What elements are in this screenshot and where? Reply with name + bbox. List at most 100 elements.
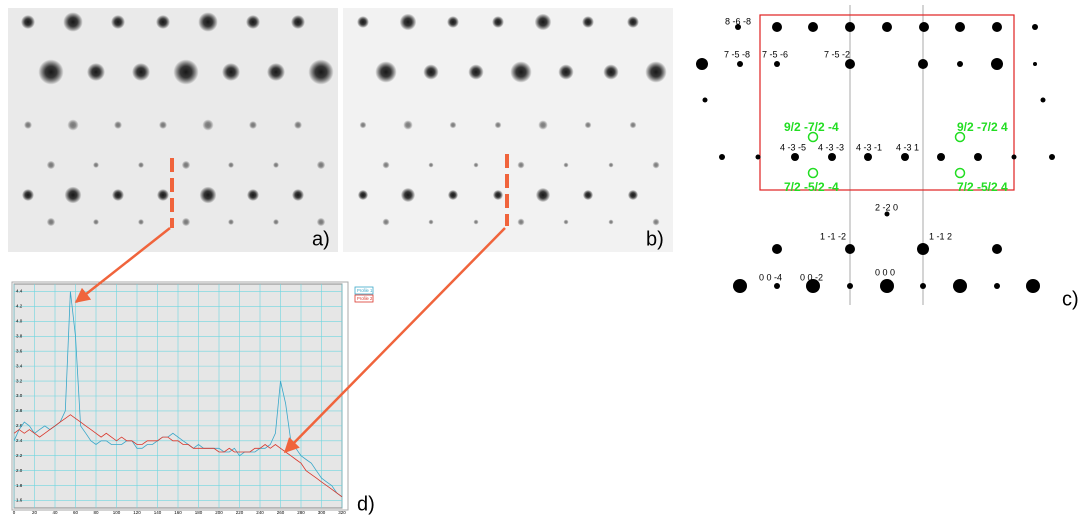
spot: [200, 187, 217, 204]
spot: [157, 189, 169, 201]
spot: [450, 122, 457, 129]
x-tick-label: 140: [154, 510, 162, 515]
spot: [937, 153, 945, 161]
spot: [21, 15, 35, 29]
spot: [375, 61, 396, 82]
spot: [917, 243, 929, 255]
spot: [292, 189, 304, 201]
spot: [791, 153, 799, 161]
spot: [448, 190, 458, 200]
spot: [401, 188, 415, 202]
spot: [358, 190, 368, 200]
x-tick-label: 240: [256, 510, 264, 515]
spot: [535, 14, 552, 31]
spot: [652, 161, 659, 168]
spot: [733, 279, 747, 293]
green-label: 7/2 -5/2 4: [957, 180, 1008, 194]
spot: [273, 219, 279, 225]
spot: [132, 63, 150, 81]
spot: [357, 16, 369, 28]
spot: [38, 59, 63, 84]
spot: [63, 12, 83, 32]
spot: [159, 121, 167, 129]
spot: [360, 122, 367, 129]
green-label: 7/2 -5/2 -4: [784, 180, 839, 194]
y-tick-label: 2.8: [16, 408, 23, 413]
spot: [182, 218, 190, 226]
spot: [630, 122, 637, 129]
spot: [294, 121, 302, 129]
index-label: 7 -5 -6: [762, 49, 788, 59]
y-tick-label: 2.2: [16, 453, 23, 458]
y-tick-label: 3.0: [16, 393, 23, 398]
y-tick-label: 2.4: [16, 438, 23, 443]
spot: [703, 98, 708, 103]
spot: [517, 218, 524, 225]
spot: [919, 22, 929, 32]
x-tick-label: 320: [338, 510, 346, 515]
figure: a) b) 8 -6 -8 7 -5 -8 7 -5 -6 7 -5 -2 4 …: [0, 0, 1089, 519]
y-tick-label: 2.0: [16, 468, 23, 473]
spot: [267, 63, 285, 81]
image-a: [8, 8, 338, 252]
spot: [583, 190, 593, 200]
spot: [920, 283, 926, 289]
y-tick-label: 3.8: [16, 333, 23, 338]
spot: [138, 162, 144, 168]
spot: [845, 22, 855, 32]
panel-label: b): [646, 228, 664, 250]
y-tick-label: 3.2: [16, 378, 23, 383]
spot: [93, 162, 99, 168]
spot: [47, 161, 55, 169]
spot: [974, 153, 982, 161]
ring: [956, 169, 965, 178]
y-tick-label: 4.4: [16, 289, 23, 294]
index-label: 4 -3 -5: [780, 142, 806, 152]
spot: [737, 61, 743, 67]
spot: [845, 244, 855, 254]
index-label: 4 -3 -3: [818, 142, 844, 152]
spot: [953, 279, 967, 293]
x-tick-label: 40: [52, 510, 58, 515]
spot: [880, 279, 894, 293]
spot: [901, 153, 909, 161]
spot: [772, 244, 782, 254]
spot: [447, 16, 459, 28]
spot: [628, 190, 638, 200]
spot: [774, 283, 780, 289]
spot: [492, 16, 504, 28]
spot: [87, 63, 105, 81]
panel-label: a): [312, 228, 330, 250]
spot: [228, 162, 234, 168]
index-label: 0 0 -2: [800, 272, 823, 282]
spot: [772, 22, 782, 32]
spot: [538, 120, 548, 130]
spot: [992, 22, 1002, 32]
x-tick-label: 180: [195, 510, 203, 515]
y-tick-label: 1.6: [16, 498, 23, 503]
spot: [517, 161, 524, 168]
index-label: 1 -1 -2: [820, 231, 846, 241]
spot: [382, 161, 389, 168]
spot: [247, 189, 259, 201]
x-tick-label: 20: [32, 510, 38, 515]
spot: [156, 15, 170, 29]
spot: [1026, 279, 1040, 293]
spot: [882, 22, 892, 32]
spot: [510, 61, 531, 82]
x-tick-label: 280: [297, 510, 305, 515]
spot: [65, 187, 82, 204]
index-label: 4 -3 -1: [856, 142, 882, 152]
spot: [249, 121, 257, 129]
x-tick-label: 260: [277, 510, 285, 515]
y-tick-label: 1.8: [16, 483, 23, 488]
spot: [273, 162, 279, 168]
spot: [67, 119, 78, 130]
spot: [957, 61, 963, 67]
spot: [493, 190, 503, 200]
spot: [403, 120, 413, 130]
index-label: 2 -2 0: [875, 202, 898, 212]
spot: [955, 22, 965, 32]
spot: [563, 162, 568, 167]
green-label: 9/2 -7/2 4: [957, 120, 1008, 134]
